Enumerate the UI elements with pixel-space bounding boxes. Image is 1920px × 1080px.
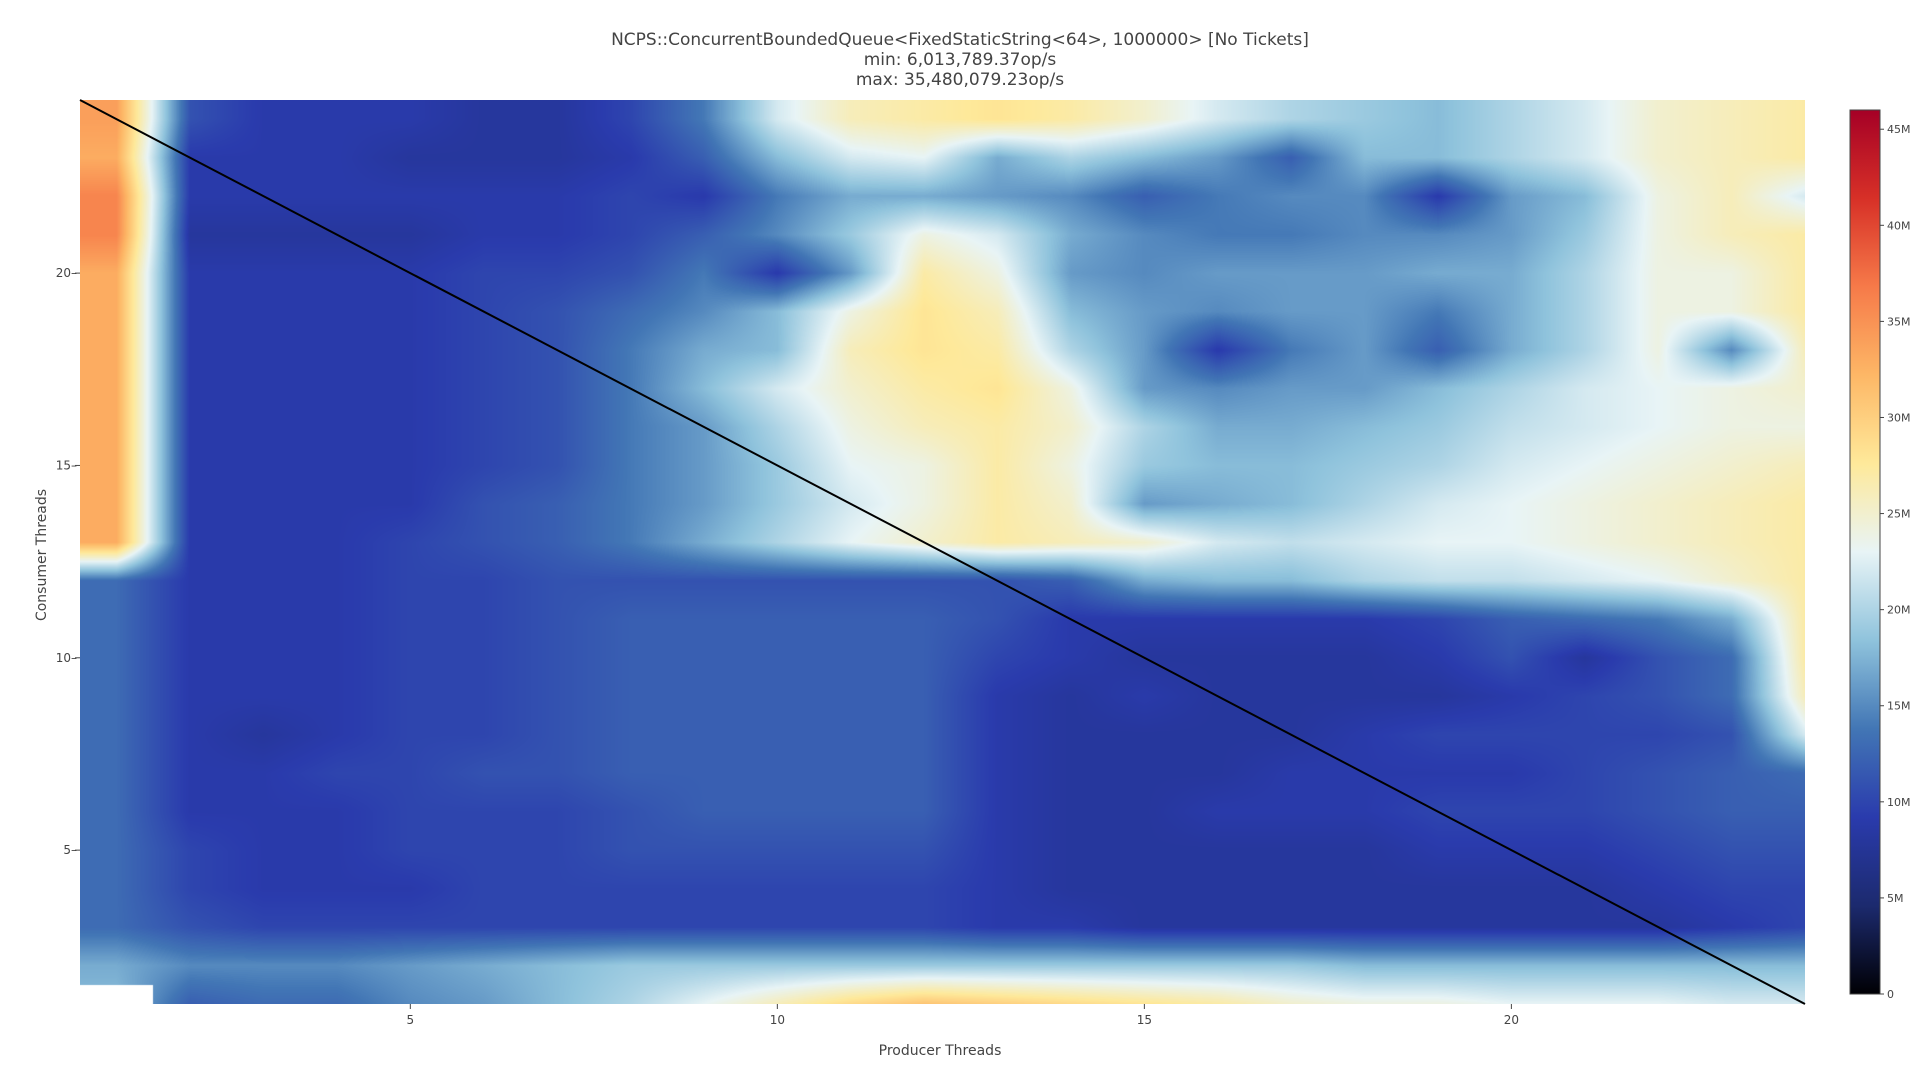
chart-subtitle-max: max: 35,480,079.23op/s [855, 70, 1065, 90]
x-tick-label: 15 [1137, 1013, 1152, 1027]
chart-title-block: NCPS::ConcurrentBoundedQueue<FixedStatic… [0, 30, 1920, 90]
x-tick-label: 5 [406, 1013, 414, 1027]
y-tick-label: 20– [56, 266, 77, 280]
y-tick-label: 10– [56, 651, 77, 665]
y-axis: 5– 10– 15– 20– [56, 266, 80, 857]
colorbar-scale [1849, 109, 1881, 995]
colorbar-ticks: 0 5M 10M 15M 20M 25M 30M 35M 40M 45M [1880, 123, 1911, 1001]
colorbar-tick-label: 45M [1887, 123, 1911, 136]
colorbar-tick-label: 10M [1887, 796, 1911, 809]
x-tick-label: 10 [770, 1013, 785, 1027]
x-axis: 5 10 15 20 [406, 1004, 1519, 1027]
chart-title: NCPS::ConcurrentBoundedQueue<FixedStatic… [611, 30, 1309, 50]
colorbar-tick-label: 0 [1887, 988, 1894, 1001]
colorbar-tick-label: 15M [1887, 700, 1911, 713]
colorbar-tick-label: 30M [1887, 411, 1911, 424]
y-axis-title: Consumer Threads [34, 488, 50, 622]
colorbar-tick-label: 35M [1887, 315, 1911, 328]
y-tick-label: 5– [63, 843, 77, 857]
y-tick-label: 15– [56, 458, 77, 472]
chart-subtitle-min: min: 6,013,789.37op/s [863, 50, 1057, 70]
colorbar-tick-label: 40M [1887, 219, 1911, 232]
colorbar-tick-label: 20M [1887, 604, 1911, 617]
colorbar-tick-label: 25M [1887, 508, 1911, 521]
x-axis-title: Producer Threads [878, 1043, 1002, 1059]
x-tick-label: 20 [1504, 1013, 1519, 1027]
colorbar-tick-label: 5M [1887, 892, 1904, 905]
diagonal-line [79, 99, 1806, 1005]
colorbar: 0 5M 10M 15M 20M 25M 30M 35M 40M 45M [1849, 109, 1911, 1001]
